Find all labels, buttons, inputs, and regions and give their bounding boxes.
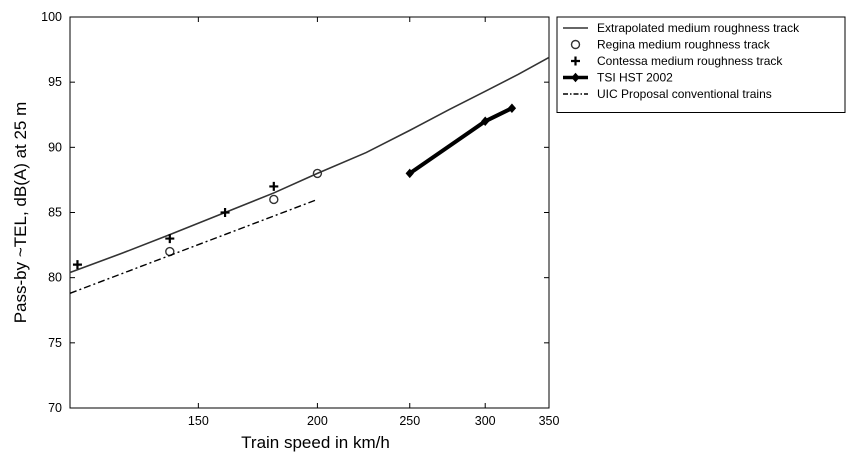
y-tick-label: 100 [41, 10, 62, 24]
x-tick-label: 250 [399, 414, 420, 428]
legend-item: UIC Proposal conventional trains [563, 87, 772, 101]
y-tick-label: 80 [48, 271, 62, 285]
plot-area [69, 16, 550, 409]
series-2 [72, 181, 279, 270]
data-point [220, 208, 230, 217]
legend: Extrapolated medium roughness track Regin… [556, 16, 846, 113]
x-tick-label: 300 [475, 414, 496, 428]
series-0 [69, 56, 550, 274]
series-line [69, 198, 318, 294]
data-point [507, 103, 517, 113]
data-point [269, 181, 279, 191]
legend-label: Contessa medium roughness track [597, 54, 783, 68]
data-point [405, 168, 414, 179]
data-point [269, 194, 279, 205]
legend-label: TSI HST 2002 [597, 71, 673, 85]
y-tick-label: 85 [48, 206, 62, 220]
axis-ticks: 70 75 80 85 90 95 100 150 200 250 300 350 [41, 10, 559, 428]
y-axis-title: Pass-by ~TEL, dB(A) at 25 m [11, 102, 30, 324]
series-3 [405, 103, 517, 179]
y-tick-label: 70 [48, 401, 62, 415]
series-4 [69, 198, 318, 294]
data-point [72, 260, 82, 270]
data-point [312, 168, 323, 179]
x-tick-label: 350 [539, 414, 560, 428]
series-group [69, 56, 550, 294]
y-tick-label: 75 [48, 336, 62, 350]
data-point [481, 116, 490, 127]
legend-label: UIC Proposal conventional trains [597, 87, 772, 101]
legend-label: Extrapolated medium roughness track [597, 21, 800, 35]
legend-swatch-marker [571, 72, 580, 83]
series-line [69, 56, 550, 274]
x-tick-label: 200 [307, 414, 328, 428]
data-point [165, 234, 175, 244]
legend-label: Regina medium roughness track [597, 38, 771, 52]
y-tick-label: 90 [48, 140, 62, 154]
legend-item: Contessa medium roughness track [571, 54, 783, 68]
x-tick-label: 150 [188, 414, 209, 428]
legend-item: Extrapolated medium roughness track [563, 21, 800, 35]
legend-swatch [570, 39, 581, 50]
legend-item: TSI HST 2002 [563, 71, 673, 85]
legend-box [556, 16, 846, 113]
y-tick-label: 95 [48, 75, 62, 89]
x-axis-title: Train speed in km/h [241, 433, 390, 452]
legend-swatch [571, 56, 580, 66]
legend-item: Regina medium roughness track [570, 38, 771, 52]
